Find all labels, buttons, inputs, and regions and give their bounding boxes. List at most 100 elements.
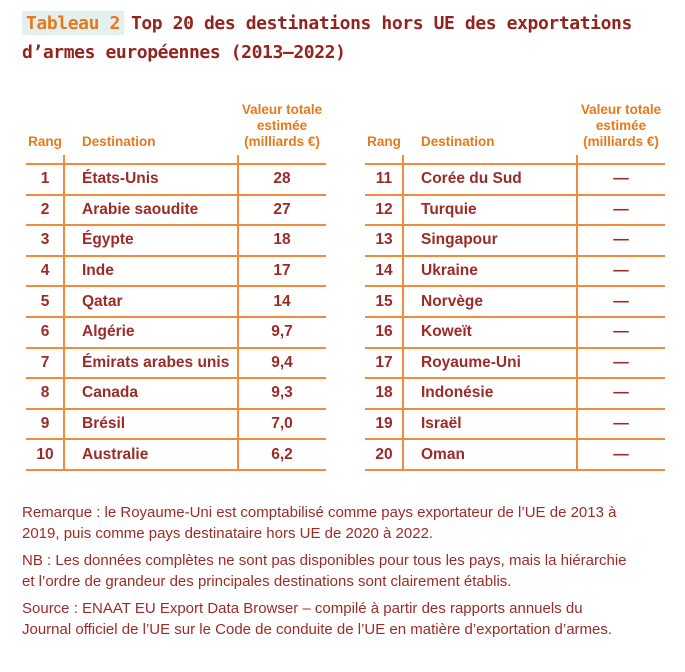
table-row: 4 Inde 17 bbox=[26, 257, 326, 288]
table-row: 8 Canada 9,3 bbox=[26, 379, 326, 410]
cell-value: 9,4 bbox=[271, 353, 293, 371]
table-row: 16 Koweït — bbox=[365, 318, 665, 349]
cell-rank: 15 bbox=[375, 292, 393, 310]
note-nb-line1: NB : Les données complètes ne sont pas d… bbox=[22, 552, 627, 569]
cell-value: 9,3 bbox=[271, 384, 293, 402]
cell-rank: 8 bbox=[40, 384, 50, 402]
cell-rank: 3 bbox=[40, 231, 50, 249]
cell-value: — bbox=[613, 262, 629, 280]
table-row: 17 Royaume-Uni — bbox=[365, 349, 665, 380]
cell-destination: Israël bbox=[421, 415, 462, 433]
table-header-row: Rang Destination Valeur totale estimée (… bbox=[365, 96, 665, 150]
cell-value: — bbox=[613, 200, 629, 218]
note-source-line2: Journal officiel de l’UE sur le Code de … bbox=[22, 620, 613, 638]
cell-destination: Émirats arabes unis bbox=[82, 353, 230, 371]
column-header-destination: Destination bbox=[421, 134, 495, 149]
cell-value: 6,2 bbox=[271, 445, 293, 463]
table-body: 11 Corée du Sud — 12 Turquie — 13 Singapour — … bbox=[365, 155, 665, 471]
column-divider bbox=[576, 155, 578, 471]
cell-value: 17 bbox=[273, 262, 291, 280]
cell-rank: 4 bbox=[40, 262, 50, 280]
cell-rank: 18 bbox=[375, 384, 393, 402]
note-nb: NB : Les données complètes ne sont pas d… bbox=[22, 551, 672, 592]
column-divider bbox=[237, 155, 239, 471]
table-row: 14 Ukraine — bbox=[365, 257, 665, 288]
column-divider bbox=[63, 155, 65, 471]
table-header-row: Rang Destination Valeur totale estimée (… bbox=[26, 96, 326, 150]
table-row: 10 Australie 6,2 bbox=[26, 440, 326, 471]
cell-value: — bbox=[613, 445, 629, 463]
cell-destination: Royaume-Uni bbox=[421, 353, 521, 371]
cell-rank: 11 bbox=[375, 170, 393, 188]
cell-value: — bbox=[613, 384, 629, 402]
cell-rank: 1 bbox=[40, 170, 50, 188]
cell-destination: Corée du Sud bbox=[421, 170, 522, 188]
note-source-line1: Source : ENAAT EU Export Data Browser – … bbox=[22, 600, 583, 617]
note-remarque-line1: Remarque : le Royaume-Uni est comptabili… bbox=[22, 504, 617, 521]
table-row: 6 Algérie 9,7 bbox=[26, 318, 326, 349]
cell-rank: 9 bbox=[40, 415, 50, 433]
cell-value: 9,7 bbox=[271, 323, 293, 341]
page-title: Tableau 2 Top 20 des destinations hors UE… bbox=[22, 9, 632, 67]
note-remarque: Remarque : le Royaume-Uni est comptabili… bbox=[22, 503, 672, 544]
column-header-rang: Rang bbox=[367, 134, 401, 149]
table-ranks-1-10: Rang Destination Valeur totale estimée (… bbox=[26, 96, 326, 471]
table-row: 20 Oman — bbox=[365, 440, 665, 471]
cell-value: 28 bbox=[273, 170, 291, 188]
cell-value: — bbox=[613, 353, 629, 371]
title-text-line1: Top 20 des destinations hors UE des expo… bbox=[130, 13, 632, 34]
cell-value: 7,0 bbox=[271, 415, 293, 433]
table-row: 11 Corée du Sud — bbox=[365, 165, 665, 196]
valeur-header-line2: estimée bbox=[595, 118, 647, 133]
column-divider bbox=[402, 155, 404, 471]
cell-value: 14 bbox=[273, 292, 291, 310]
cell-value: — bbox=[613, 170, 629, 188]
cell-destination: Oman bbox=[421, 445, 465, 463]
cell-value: — bbox=[613, 323, 629, 341]
cell-rank: 17 bbox=[375, 353, 393, 371]
title-text-line2: d’armes européennes (2013–2022) bbox=[22, 42, 346, 63]
table-row: 12 Turquie — bbox=[365, 196, 665, 227]
table-row: 13 Singapour — bbox=[365, 226, 665, 257]
note-remarque-line2: 2019, puis comme pays destinataire hors … bbox=[22, 524, 434, 542]
table-row: 15 Norvège — bbox=[365, 287, 665, 318]
cell-rank: 5 bbox=[40, 292, 50, 310]
table-row: 1 États-Unis 28 bbox=[26, 165, 326, 196]
column-header-valeur: Valeur totale estimée (milliards €) bbox=[577, 102, 665, 150]
cell-rank: 13 bbox=[375, 231, 393, 249]
valeur-header-line3: (milliards €) bbox=[583, 134, 659, 149]
column-header-rang: Rang bbox=[28, 134, 62, 149]
table-row: 18 Indonésie — bbox=[365, 379, 665, 410]
table-row: 2 Arabie saoudite 27 bbox=[26, 196, 326, 227]
cell-rank: 2 bbox=[40, 200, 50, 218]
cell-destination: Singapour bbox=[421, 231, 498, 249]
footnotes: Remarque : le Royaume-Uni est comptabili… bbox=[22, 503, 672, 647]
cell-value: — bbox=[613, 292, 629, 310]
table-row: 19 Israël — bbox=[365, 410, 665, 441]
cell-destination: Algérie bbox=[82, 323, 135, 341]
cell-rank: 12 bbox=[375, 200, 393, 218]
cell-destination: Inde bbox=[82, 262, 114, 280]
cell-value: — bbox=[613, 231, 629, 249]
cell-destination: Indonésie bbox=[421, 384, 494, 402]
cell-destination: Brésil bbox=[82, 415, 126, 433]
cell-destination: Ukraine bbox=[421, 262, 478, 280]
cell-rank: 16 bbox=[375, 323, 393, 341]
cell-rank: 19 bbox=[375, 415, 393, 433]
column-header-destination: Destination bbox=[82, 134, 156, 149]
table-row: 7 Émirats arabes unis 9,4 bbox=[26, 349, 326, 380]
cell-rank: 7 bbox=[40, 353, 50, 371]
cell-value: — bbox=[613, 415, 629, 433]
table-row: 3 Égypte 18 bbox=[26, 226, 326, 257]
table-body: 1 États-Unis 28 2 Arabie saoudite 27 3 Égypte… bbox=[26, 155, 326, 471]
cell-destination: Arabie saoudite bbox=[82, 200, 199, 218]
table-row: 5 Qatar 14 bbox=[26, 287, 326, 318]
cell-rank: 10 bbox=[36, 445, 54, 463]
cell-destination: Koweït bbox=[421, 323, 472, 341]
cell-value: 27 bbox=[273, 200, 291, 218]
cell-rank: 6 bbox=[40, 323, 50, 341]
cell-rank: 14 bbox=[375, 262, 393, 280]
cell-value: 18 bbox=[273, 231, 291, 249]
title-line-1: Tableau 2 Top 20 des destinations hors UE… bbox=[22, 9, 632, 38]
